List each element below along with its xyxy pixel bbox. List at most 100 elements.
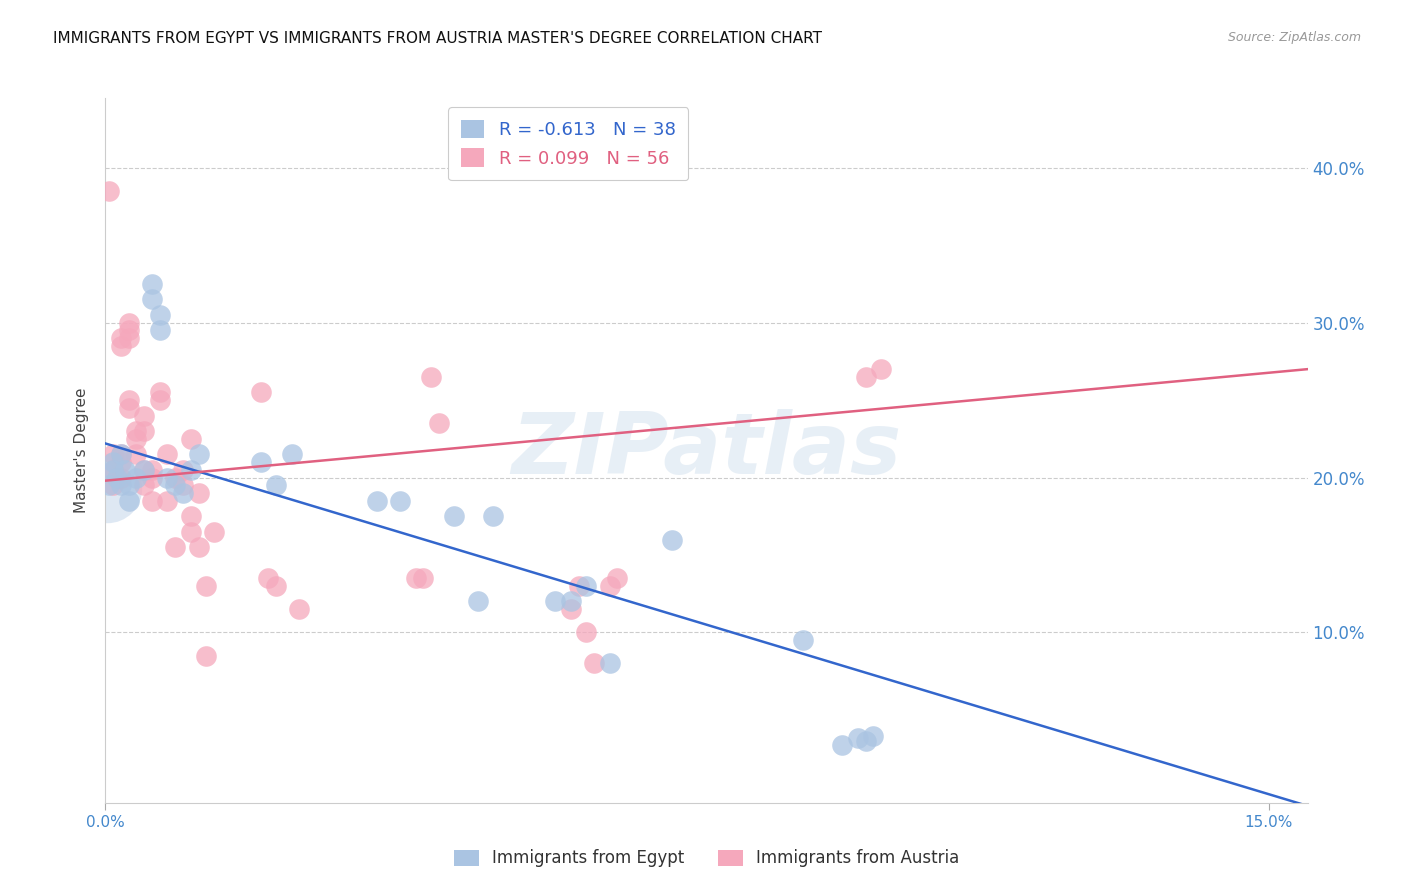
Point	[105, 470, 128, 484]
Point	[846, 731, 869, 745]
Point	[180, 463, 202, 477]
Point	[118, 331, 141, 345]
Point	[118, 393, 141, 408]
Point	[427, 417, 450, 431]
Point	[195, 648, 218, 663]
Point	[187, 541, 209, 555]
Point	[187, 447, 209, 461]
Point	[855, 370, 877, 384]
Point	[134, 463, 156, 477]
Point	[125, 424, 148, 438]
Point	[180, 524, 202, 539]
Point	[125, 470, 148, 484]
Point	[118, 316, 141, 330]
Point	[405, 571, 427, 585]
Point	[180, 432, 202, 446]
Point	[149, 308, 172, 322]
Point	[165, 470, 187, 484]
Point	[103, 447, 125, 461]
Point	[467, 594, 489, 608]
Point	[180, 509, 202, 524]
Point	[280, 447, 302, 461]
Point	[264, 478, 287, 492]
Point	[134, 409, 156, 423]
Point	[606, 571, 628, 585]
Point	[195, 579, 218, 593]
Point	[862, 729, 884, 743]
Point	[141, 277, 163, 291]
Point	[141, 463, 163, 477]
Point	[110, 447, 132, 461]
Point	[187, 486, 209, 500]
Point	[257, 571, 280, 585]
Point	[575, 625, 598, 640]
Point	[103, 478, 125, 492]
Point	[249, 385, 271, 400]
Point	[412, 571, 434, 585]
Point	[482, 509, 505, 524]
Text: Source: ZipAtlas.com: Source: ZipAtlas.com	[1227, 31, 1361, 45]
Point	[389, 493, 412, 508]
Point	[172, 478, 194, 492]
Point	[560, 594, 582, 608]
Point	[134, 478, 156, 492]
Point	[98, 184, 121, 198]
Point	[792, 633, 814, 648]
Point	[165, 478, 187, 492]
Point	[103, 455, 125, 469]
Point	[156, 447, 179, 461]
Point	[98, 478, 121, 492]
Point	[583, 657, 606, 671]
Point	[141, 493, 163, 508]
Point	[125, 447, 148, 461]
Point	[560, 602, 582, 616]
Point	[118, 401, 141, 415]
Point	[149, 393, 172, 408]
Point	[110, 478, 132, 492]
Point	[288, 602, 311, 616]
Point	[599, 579, 621, 593]
Point	[156, 493, 179, 508]
Point	[420, 370, 443, 384]
Point	[831, 739, 853, 753]
Point	[118, 323, 141, 337]
Point	[141, 293, 163, 307]
Point	[103, 463, 125, 477]
Point	[103, 463, 125, 477]
Point	[125, 432, 148, 446]
Legend: Immigrants from Egypt, Immigrants from Austria: Immigrants from Egypt, Immigrants from A…	[446, 841, 967, 876]
Y-axis label: Master's Degree: Master's Degree	[75, 388, 90, 513]
Point	[134, 463, 156, 477]
Point	[118, 478, 141, 492]
Point	[110, 331, 132, 345]
Point	[575, 579, 598, 593]
Point	[172, 486, 194, 500]
Point	[855, 734, 877, 748]
Point	[661, 533, 683, 547]
Point	[156, 470, 179, 484]
Point	[118, 493, 141, 508]
Point	[114, 463, 136, 477]
Point	[165, 541, 187, 555]
Point	[366, 493, 388, 508]
Point	[149, 385, 172, 400]
Point	[202, 524, 225, 539]
Point	[110, 447, 132, 461]
Point	[110, 455, 132, 469]
Point	[249, 455, 271, 469]
Point	[443, 509, 465, 524]
Point	[870, 362, 893, 376]
Point	[110, 470, 132, 484]
Text: IMMIGRANTS FROM EGYPT VS IMMIGRANTS FROM AUSTRIA MASTER'S DEGREE CORRELATION CHA: IMMIGRANTS FROM EGYPT VS IMMIGRANTS FROM…	[53, 31, 823, 46]
Point	[141, 470, 163, 484]
Point	[567, 579, 589, 593]
Point	[134, 424, 156, 438]
Text: ZIPatlas: ZIPatlas	[512, 409, 901, 492]
Point	[96, 482, 118, 496]
Point	[110, 339, 132, 353]
Point	[544, 594, 567, 608]
Point	[264, 579, 287, 593]
Point	[599, 657, 621, 671]
Point	[149, 323, 172, 337]
Point	[172, 463, 194, 477]
